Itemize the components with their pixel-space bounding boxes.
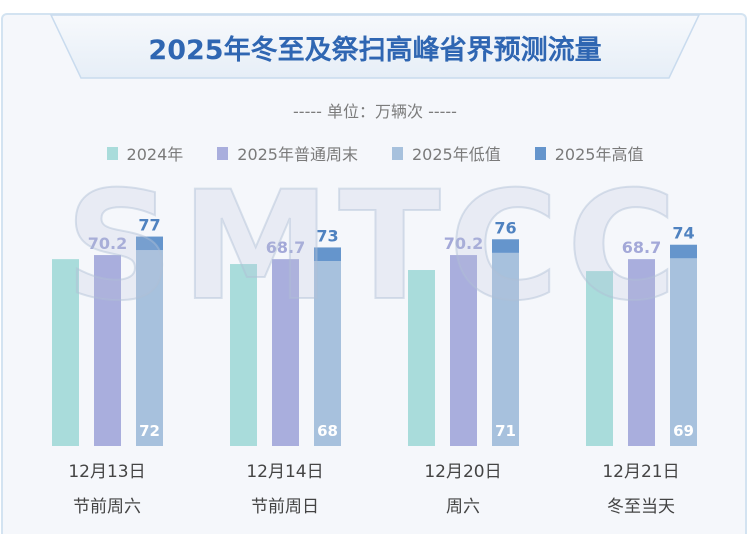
legend-label: 2025年高值: [554, 145, 644, 164]
x-tick-label: 12月14日: [246, 462, 324, 482]
legend-label: 2025年普通周末: [237, 145, 358, 164]
x-tick-label: 12月13日: [68, 462, 146, 482]
unit-label: ----- 单位：万辆次 -----: [293, 102, 457, 121]
bar-2024: [408, 270, 435, 446]
legend-swatch: [106, 146, 118, 160]
x-sub-label: 周六: [446, 497, 480, 517]
title-banner-shape: [49, 14, 701, 79]
x-tick-label: 12月21日: [602, 462, 680, 482]
chart-card: [1, 13, 747, 534]
bar-2025-normal-weekend: [628, 259, 655, 446]
bar-2024: [230, 264, 257, 446]
bar-2025-low: [670, 258, 697, 446]
bar-2025-normal-weekend: [94, 255, 121, 446]
title-banner: 2025年冬至及祭扫高峰省界预测流量: [35, 14, 715, 80]
legend-swatch: [217, 146, 229, 160]
bar-2025-normal-weekend: [272, 259, 299, 446]
legend-item: 2025年普通周末: [217, 141, 358, 165]
legend-swatch: [534, 146, 546, 160]
bar-2025-low: [136, 250, 163, 446]
bar-2024: [586, 271, 613, 446]
legend-item: 2025年低值: [392, 141, 501, 165]
label-2025-high: 76: [494, 218, 516, 237]
label-2025-low: 68: [317, 422, 338, 440]
legend-item: 2024年: [106, 141, 184, 165]
bar-2025-high: [670, 244, 697, 259]
x-tick-label: 12月20日: [424, 462, 502, 482]
label-2025-high: 73: [316, 226, 338, 245]
chart-title: 2025年冬至及祭扫高峰省界预测流量: [148, 35, 602, 66]
bar-2024: [52, 259, 79, 446]
x-sub-label: 冬至当天: [607, 497, 675, 517]
label-2025-high: 74: [672, 224, 694, 243]
bar-2025-normal-weekend: [450, 255, 477, 446]
label-2025-low: 72: [139, 422, 160, 440]
legend-swatch: [392, 146, 403, 160]
x-sub-label: 节前周六: [73, 497, 141, 517]
label-2025-normal-weekend: 68.7: [622, 238, 661, 257]
label-2025-low: 71: [495, 422, 516, 440]
bar-2025-high: [136, 236, 163, 251]
bar-2025-high: [314, 247, 341, 262]
label-2025-normal-weekend: 70.2: [88, 234, 127, 253]
label-2025-low: 69: [673, 422, 694, 440]
legend: 2024年 2025年普通周末 2025年低值 2025年高值: [0, 141, 750, 165]
bar-2025-low: [314, 261, 341, 446]
bar-2025-low: [492, 252, 519, 446]
label-2025-normal-weekend: 70.2: [444, 234, 483, 253]
legend-item: 2025年高值: [534, 141, 644, 165]
legend-label: 2024年: [126, 145, 184, 164]
label-2025-normal-weekend: 68.7: [266, 238, 305, 257]
legend-label: 2025年低值: [412, 145, 501, 164]
x-sub-label: 节前周日: [251, 497, 319, 517]
bar-2025-high: [492, 239, 519, 253]
label-2025-high: 77: [138, 216, 160, 235]
